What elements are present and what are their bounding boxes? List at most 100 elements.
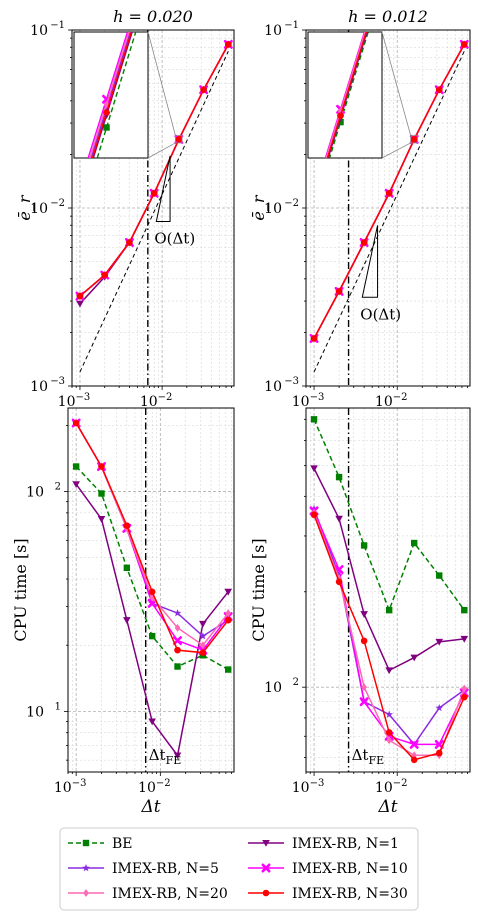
data-point — [199, 620, 207, 628]
data-point — [435, 86, 443, 93]
inset-data-point — [337, 112, 344, 119]
data-point — [360, 542, 368, 549]
data-point — [76, 292, 84, 300]
inset-series-imex-rb-n-30 — [91, 32, 133, 158]
legend-label: IMEX-RB, N=10 — [292, 861, 408, 877]
legend-label: IMEX-RB, N=30 — [292, 886, 408, 902]
panel-4: 10−3 10−2 10 2 CPU time [s] Δt ΔtFE — [249, 407, 471, 817]
data-point — [335, 578, 343, 586]
y-axis-label: ē_r — [249, 194, 268, 220]
data-point — [461, 684, 468, 693]
inset-line — [91, 32, 133, 158]
legend-label: IMEX-RB, N=5 — [112, 861, 219, 877]
legend-marker — [262, 889, 270, 897]
data-point — [461, 606, 468, 614]
data-point — [200, 641, 206, 650]
data-point — [174, 623, 181, 632]
panel-1: 10−3 10−2 10−3 10−2 10−1 h = 0.020 ē_r O(Δt) — [15, 7, 235, 410]
x-tick-label: 10−2 — [375, 392, 408, 410]
panels: 10−3 10−210−310−210−1 h = 0.020ē_rO(Δt)10−… — [11, 7, 471, 817]
data-point — [359, 697, 369, 707]
y-axis-label: ē_r — [15, 194, 34, 220]
data-point — [410, 756, 418, 764]
data-point — [360, 637, 368, 645]
y-axis-label: CPU time [s] — [249, 538, 268, 641]
data-point — [98, 490, 105, 497]
y-tick-label: 10 −1 — [30, 20, 65, 39]
inset-plot — [324, 32, 369, 158]
series-imex-rb-n-30 — [310, 41, 468, 342]
slope-annotation: O(Δt) — [360, 305, 401, 323]
legend-entry-imex-rb-n-10: IMEX-RB, N=10 — [248, 861, 408, 877]
plot-area — [71, 408, 233, 772]
inset-data-point — [103, 124, 110, 131]
x-tick-label: 10−2 — [140, 392, 173, 410]
zoom-connector — [381, 31, 412, 136]
data-point — [173, 752, 182, 760]
data-point — [148, 718, 156, 726]
legend-label: IMEX-RB, N=1 — [292, 836, 399, 852]
data-point — [409, 739, 419, 749]
slope-triangle-shape — [361, 225, 379, 298]
inset-line — [326, 32, 368, 158]
y-axis-label: CPU time [s] — [11, 538, 30, 641]
data-point — [460, 635, 469, 643]
x-tick-label: 10−3 — [54, 778, 87, 796]
inset-series-be — [96, 32, 137, 158]
legend-entry-imex-rb-n-30: IMEX-RB, N=30 — [248, 886, 408, 902]
data-point — [224, 588, 233, 596]
legend-label: BE — [112, 836, 133, 852]
x-tick-label: 10−3 — [58, 392, 91, 410]
data-point — [126, 239, 133, 246]
axes-frame — [67, 407, 235, 773]
data-point — [360, 611, 368, 618]
data-point — [335, 473, 343, 481]
inset-series-imex-rb-n-30 — [326, 32, 368, 158]
data-point — [150, 189, 158, 197]
data-point — [435, 703, 444, 712]
panel-3: 10−3 10−2 10 1 10 2 CPU time [s] Δt ΔtFE — [11, 407, 235, 817]
data-point — [385, 729, 393, 736]
data-point — [225, 609, 232, 618]
data-point — [76, 300, 84, 308]
y-tick-label: 10 −3 — [30, 376, 65, 395]
reference-line — [79, 51, 229, 373]
data-point — [98, 463, 105, 470]
y-tick-label: 10 2 — [264, 677, 299, 696]
data-point — [310, 511, 318, 519]
data-point — [435, 749, 443, 757]
inset-line — [87, 32, 129, 158]
inset-zoom — [73, 31, 183, 159]
data-point — [199, 649, 207, 656]
data-point — [225, 41, 232, 48]
inset-plot — [87, 32, 137, 158]
data-point — [335, 515, 343, 523]
zoom-connector — [147, 142, 176, 159]
y-tick-label: 10 −2 — [264, 198, 299, 217]
slope-triangle: O(Δt) — [360, 225, 401, 323]
inset-data-point — [103, 109, 110, 116]
data-point — [410, 654, 419, 662]
slope-annotation: O(Δt) — [154, 229, 195, 247]
legend-marker — [261, 863, 271, 873]
data-point — [72, 463, 80, 470]
series-imex-rb-n-30 — [310, 511, 468, 764]
data-point — [101, 271, 108, 279]
grid — [306, 408, 470, 772]
y-tick-label: 10 −2 — [30, 198, 65, 217]
dt-fe-annotation: ΔtFE — [149, 746, 182, 767]
data-point — [310, 416, 318, 423]
legend: BE IMEX-RB, N=1 IMEX-RB, N=5 IMEX-RB, N=10 I… — [59, 827, 419, 911]
chart-title: h = 0.012 — [348, 7, 428, 26]
zoom-region — [174, 134, 183, 144]
inset-line — [89, 32, 130, 158]
data-point — [72, 481, 80, 489]
plot-area — [75, 30, 233, 386]
x-tick-label: 10−3 — [292, 778, 325, 796]
data-point — [310, 465, 318, 473]
legend-marker — [83, 889, 89, 897]
x-tick-label: 10−2 — [138, 778, 171, 796]
x-tick-label: 10−3 — [292, 392, 325, 410]
legend-marker — [82, 839, 90, 847]
